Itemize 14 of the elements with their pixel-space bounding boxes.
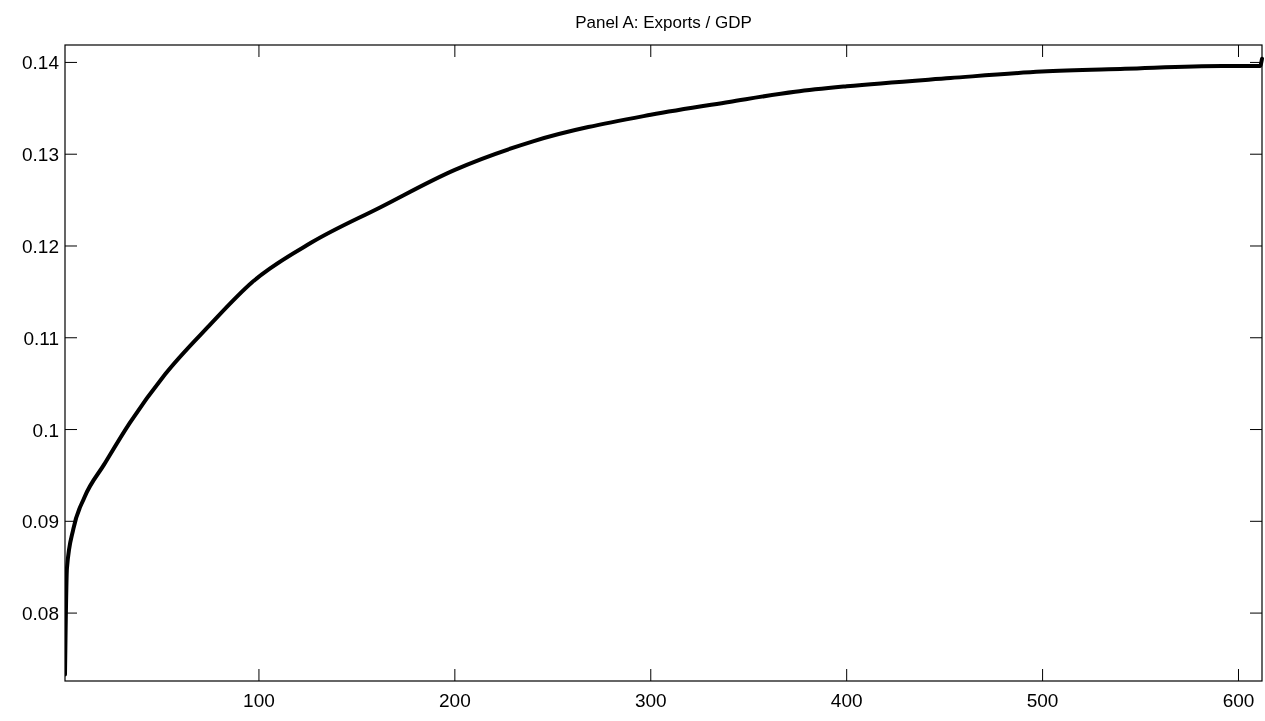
x-tick-label: 100: [243, 690, 275, 711]
x-tick-label: 200: [439, 690, 471, 711]
x-tick-label: 300: [634, 690, 667, 711]
x-tick-label: 400: [830, 690, 863, 711]
y-tick-label: 0.1: [32, 419, 59, 441]
y-tick-label: 0.13: [22, 144, 59, 166]
y-tick-label: 0.08: [22, 603, 59, 625]
chart-title: Panel A: Exports / GDP: [575, 13, 752, 32]
y-tick-label: 0.12: [22, 235, 59, 257]
x-tick-label: 500: [1026, 690, 1059, 711]
y-tick-label: 0.09: [22, 511, 59, 533]
y-tick-label: 0.11: [23, 327, 59, 349]
y-tick-label: 0.14: [22, 52, 60, 74]
x-tick-label: 600: [1222, 690, 1255, 711]
